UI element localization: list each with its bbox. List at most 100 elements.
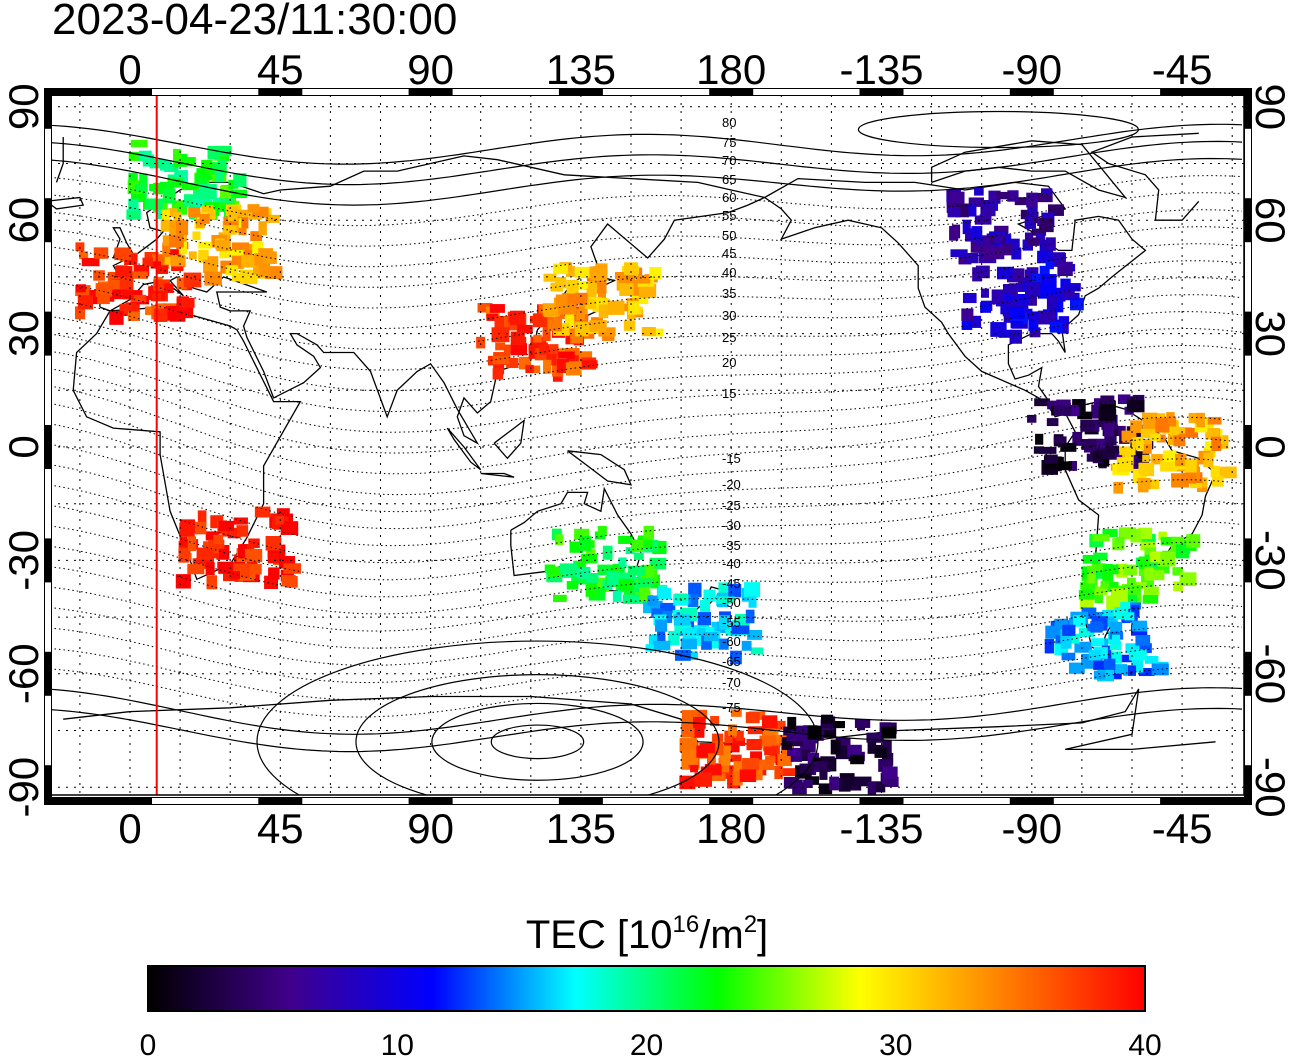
tec-patch (1111, 634, 1120, 645)
tec-patch (1194, 424, 1208, 433)
tec-patch (717, 596, 735, 604)
colorbar-title-unit: /m (699, 913, 744, 957)
tec-patch (974, 187, 984, 196)
tec-patch (866, 732, 883, 743)
tec-patch (1053, 436, 1067, 444)
tec-patch (207, 145, 220, 160)
tec-patch (1010, 238, 1020, 250)
tec-patch (578, 536, 592, 551)
tec-patch (706, 753, 716, 765)
lat-tick-label-right: -60 (1247, 643, 1294, 704)
tec-patch (1091, 404, 1102, 419)
tec-patch (1184, 459, 1197, 473)
contour-label: -45 (722, 576, 741, 591)
tec-patch (1053, 294, 1066, 302)
tec-patch (160, 160, 172, 171)
tec-patch (142, 257, 153, 267)
tec-patch (268, 567, 280, 580)
tec-patch (1044, 638, 1055, 654)
tec-patch (1138, 556, 1150, 570)
tec-patch (1093, 670, 1106, 680)
tec-patch (1103, 581, 1119, 592)
tec-patch (219, 247, 231, 259)
tec-patch (1151, 454, 1163, 465)
tec-patch (201, 159, 213, 174)
tec-patch (696, 745, 709, 758)
tec-patch (162, 188, 176, 204)
tec-patch (1094, 594, 1103, 604)
tec-patch (759, 735, 777, 745)
tec-patch (213, 534, 224, 545)
tec-patch (1080, 581, 1096, 590)
tec-patch (787, 716, 797, 730)
tec-patch (1150, 433, 1161, 441)
tec-patch (574, 321, 589, 337)
tec-patch (1037, 250, 1053, 264)
tec-patch (641, 327, 656, 337)
tec-patch (996, 191, 1010, 200)
tec-patch (709, 773, 726, 781)
tec-patch (267, 552, 279, 564)
tec-patch (231, 272, 241, 282)
tec-patch (181, 182, 197, 191)
tec-patch (758, 759, 775, 771)
tec-patch (747, 629, 763, 640)
tec-patch (793, 749, 811, 762)
tec-patch (1204, 441, 1215, 450)
tec-patch (781, 737, 793, 750)
tec-patch (114, 247, 132, 261)
tec-patch (1149, 551, 1161, 563)
colorbar-title-suffix: ] (757, 913, 769, 957)
tec-patch (1110, 588, 1129, 603)
tec-patch (221, 527, 238, 537)
tec-patch (1102, 609, 1115, 620)
contour-label: -75 (722, 700, 741, 715)
tec-patch (981, 235, 990, 249)
map-frame-ticks (44, 88, 1252, 805)
tec-patch (1034, 398, 1050, 407)
tec-patch (764, 746, 778, 756)
frame-bar-right (1244, 88, 1252, 805)
tec-patch (215, 170, 224, 183)
tec-patch (205, 562, 215, 576)
tec-patch (965, 252, 979, 264)
tec-patch (1057, 261, 1073, 277)
lon-tick-label-bottom: 45 (257, 805, 304, 852)
tec-patch (602, 545, 613, 560)
tec-patch (187, 536, 197, 552)
tec-patch (1073, 615, 1086, 627)
tec-patch (1014, 197, 1028, 206)
tec-patch (710, 715, 720, 727)
tec-patch (571, 574, 588, 585)
lat-tick-label-right: 60 (1247, 197, 1294, 244)
tec-patch (1027, 311, 1040, 319)
mag-contour (50, 437, 1243, 530)
tec-patch (1097, 669, 1114, 682)
tec-patch (1024, 269, 1037, 282)
contour-label: 50 (722, 228, 736, 243)
tec-patch (175, 574, 191, 589)
tec-patch (89, 290, 98, 305)
tec-patch (995, 246, 1005, 260)
tec-patch (882, 739, 892, 754)
frame-bar-gap (1245, 582, 1251, 652)
tec-patch (704, 763, 722, 776)
tec-patch (1031, 273, 1042, 285)
contour-label: -20 (722, 477, 741, 492)
tec-patch (244, 563, 262, 575)
tec-patch (1092, 534, 1110, 542)
tec-patch (199, 213, 210, 224)
tec-patch (746, 738, 762, 751)
tec-patch (1045, 260, 1054, 270)
mag-contour (50, 260, 1243, 330)
tec-patch (207, 256, 219, 264)
tec-patch (1011, 247, 1022, 260)
tec-patch (657, 629, 666, 641)
tec-patch (777, 754, 792, 766)
tec-patch (1098, 409, 1117, 422)
contour-label: -30 (722, 518, 741, 533)
tec-patch (558, 570, 574, 578)
tec-patch (1086, 574, 1096, 584)
frame-bar-gap (1053, 89, 1161, 95)
tec-patch (812, 761, 828, 771)
